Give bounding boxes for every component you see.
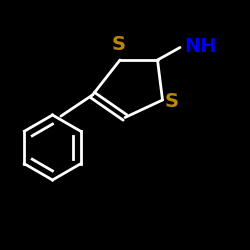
Text: NH: NH bbox=[184, 37, 216, 56]
Text: S: S bbox=[112, 35, 126, 54]
Text: S: S bbox=[165, 92, 179, 111]
